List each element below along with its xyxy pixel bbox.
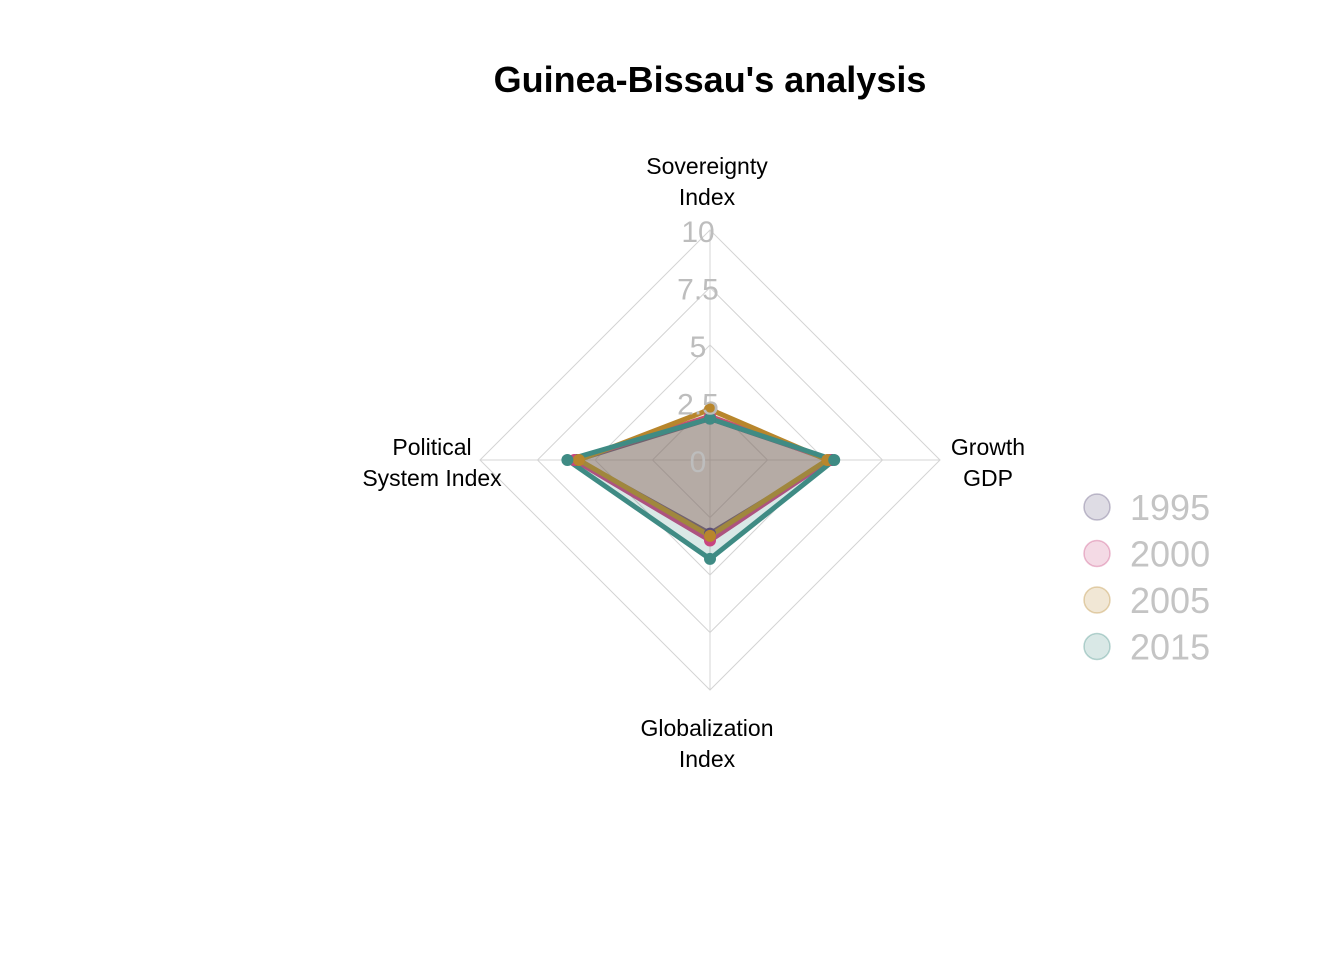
legend-label-2005: 2005 (1130, 580, 1210, 621)
axis-label: Globalization Index (641, 715, 774, 772)
chart-title: Guinea-Bissau's analysis (494, 59, 927, 100)
series-point-2015 (704, 412, 716, 425)
series-point-2005 (704, 529, 716, 542)
tick-label: 2.5 (677, 389, 719, 422)
tick-label: 0 (690, 446, 707, 479)
radar-axis-labels: Sovereignty Index Growth GDP Globalization In… (362, 153, 1025, 772)
axis-label: Political System Index (362, 434, 502, 491)
legend-marker-2000 (1083, 539, 1111, 568)
series-area-2015 (564, 416, 837, 562)
radar-tick-labels: 0 2.5 5 7.5 10 (677, 216, 719, 479)
axis-label: Sovereignty Index (646, 153, 768, 210)
legend-label-2000: 2000 (1130, 534, 1210, 575)
axis-label: Growth GDP (951, 434, 1025, 491)
tick-label: 10 (681, 216, 714, 249)
series-point-2015 (828, 454, 841, 466)
legend-marker-2015 (1083, 632, 1111, 661)
tick-label: 5 (690, 331, 707, 364)
legend: 1995 2000 2005 2015 (1083, 487, 1210, 668)
series-point-2015 (561, 454, 574, 466)
series-point-2015 (704, 552, 716, 565)
radar-series (561, 403, 841, 565)
series-point-2005 (704, 403, 716, 416)
legend-marker-1995 (1083, 493, 1111, 521)
legend-label-2015: 2015 (1130, 627, 1210, 668)
legend-label-1995: 1995 (1130, 487, 1210, 528)
legend-marker-2005 (1083, 586, 1111, 614)
series-point-2005 (572, 454, 585, 466)
tick-label: 7.5 (677, 274, 719, 307)
